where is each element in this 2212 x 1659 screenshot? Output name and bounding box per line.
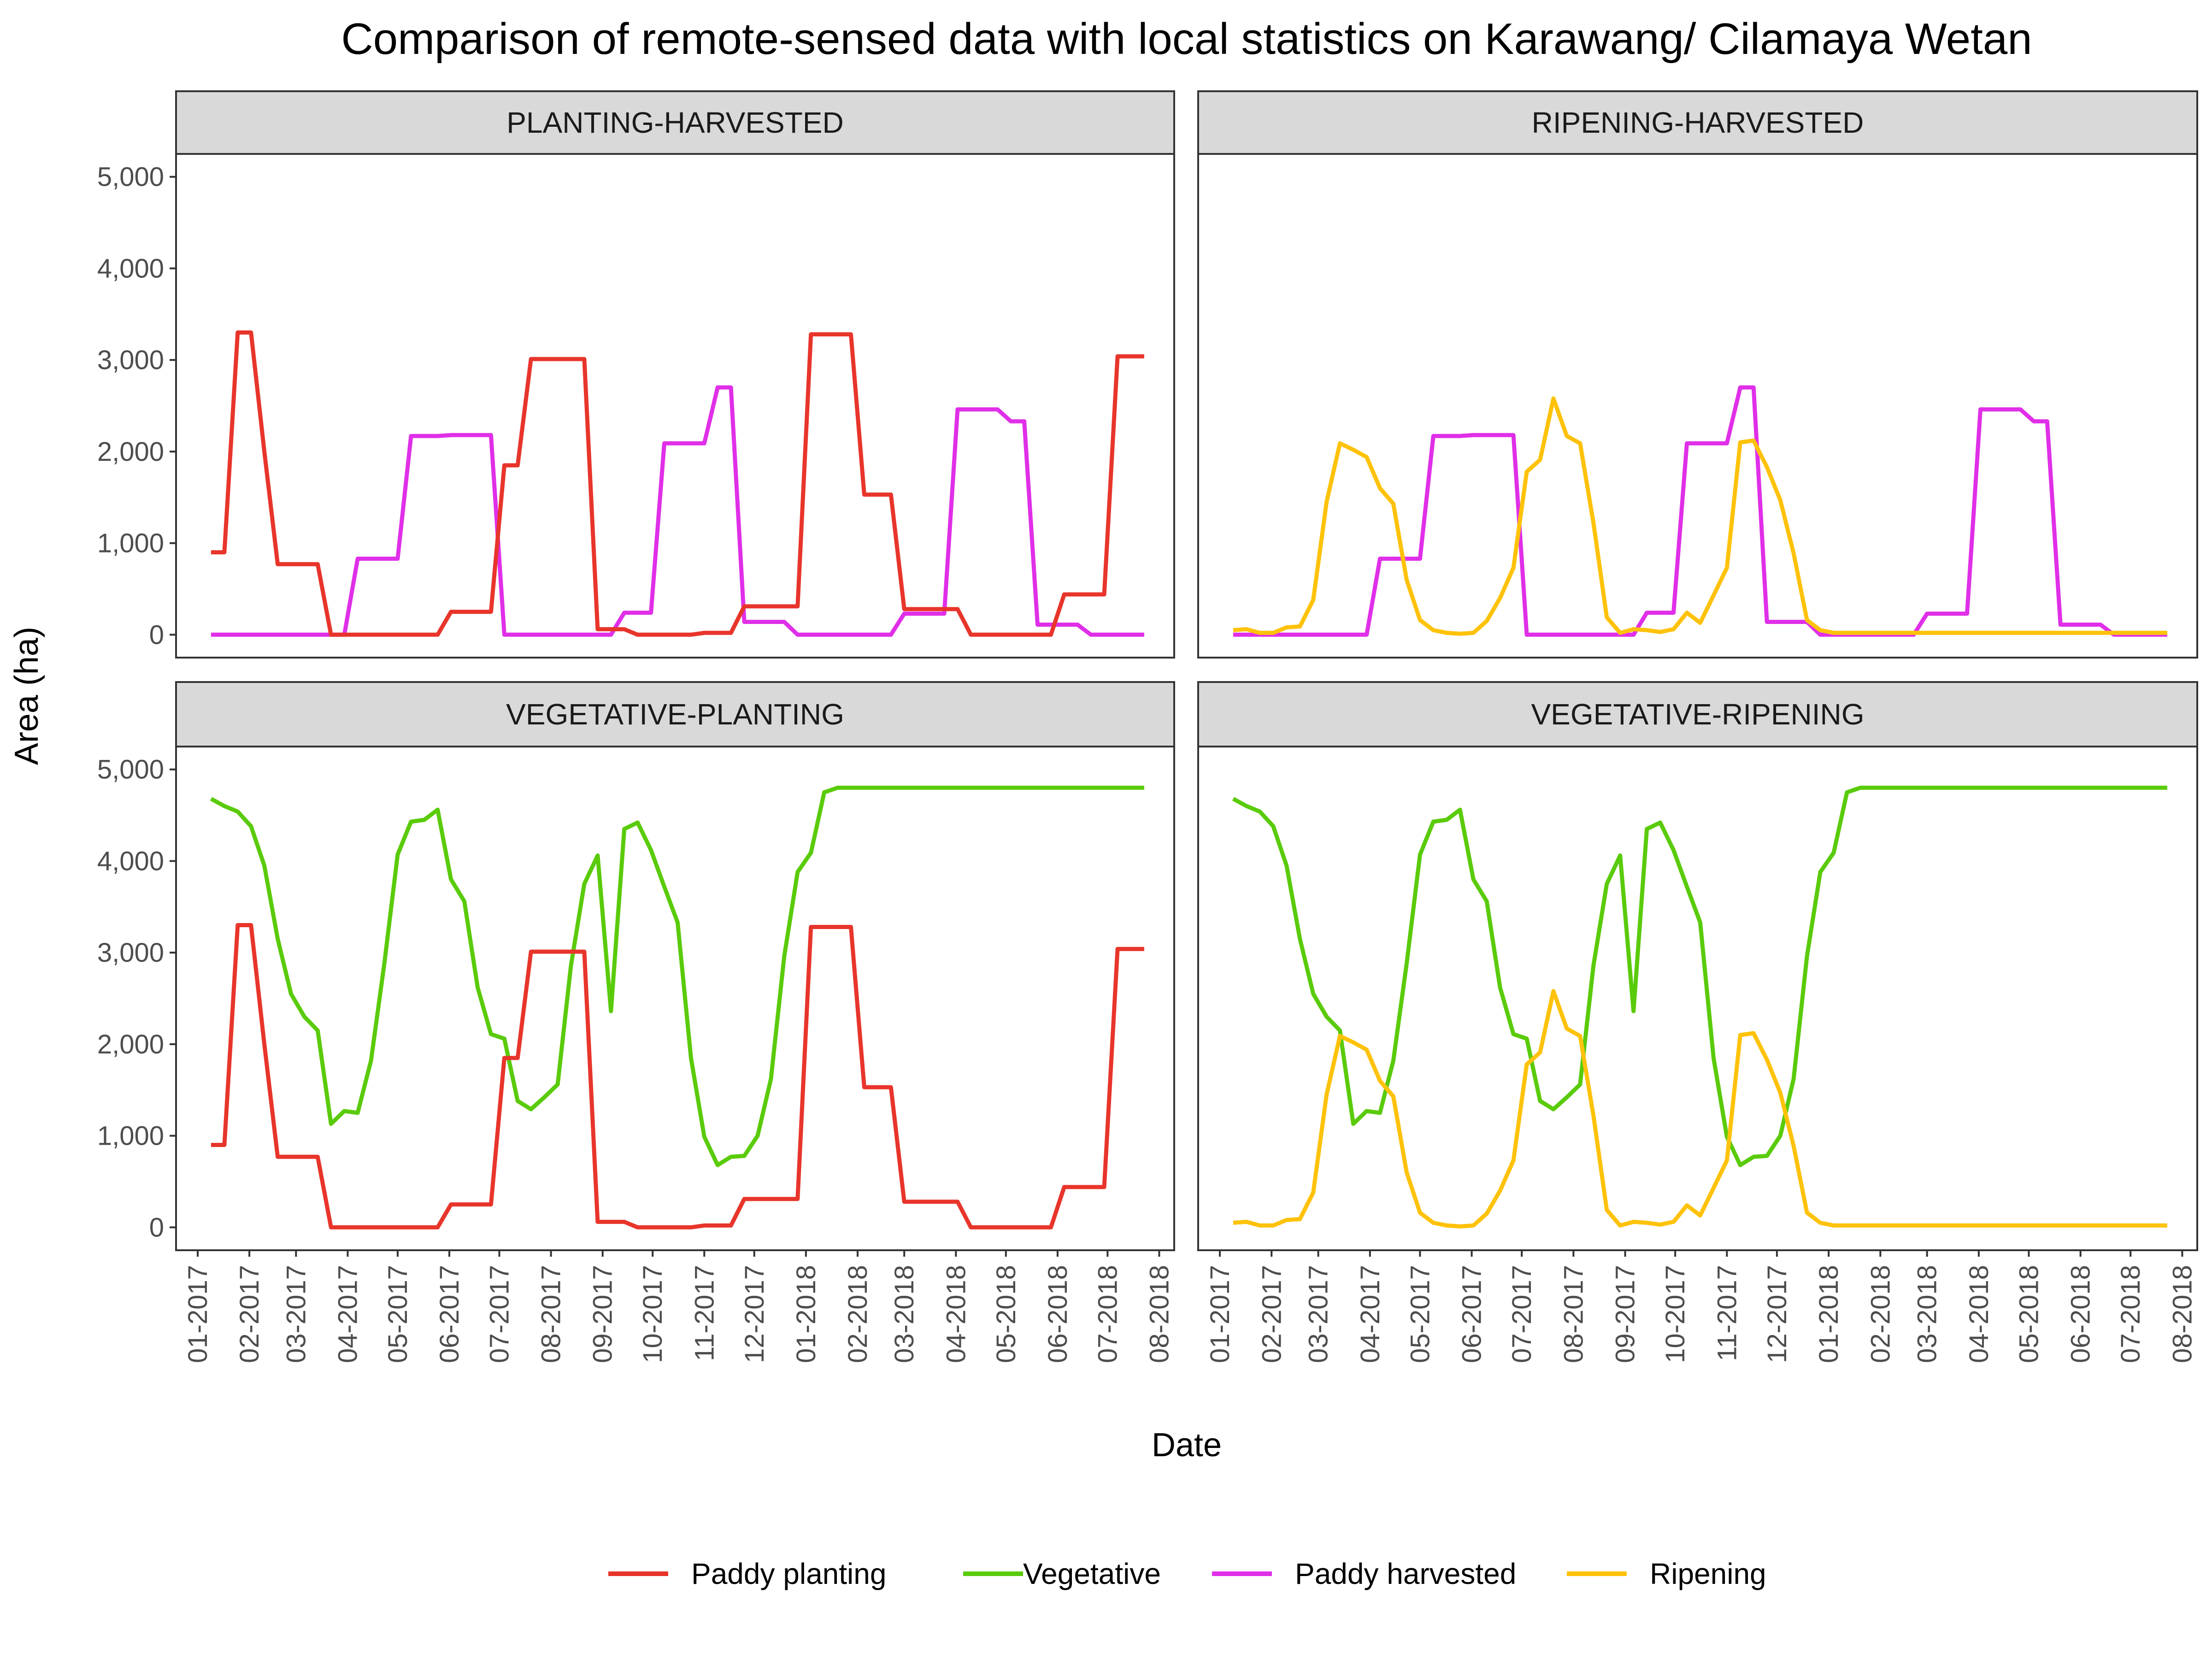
x-tick-label: 10-2017 [1660, 1265, 1690, 1363]
y-tick-label: 3,000 [97, 938, 164, 968]
x-tick-label: 08-2018 [1144, 1265, 1174, 1363]
x-tick-label: 08-2018 [2167, 1265, 2197, 1363]
x-tick-label: 01-2017 [183, 1265, 213, 1363]
x-tick-label: 12-2017 [1762, 1265, 1792, 1363]
legend-item: Paddy planting [608, 1557, 886, 1590]
facet-strip-label: VEGETATIVE-PLANTING [506, 698, 844, 731]
x-tick-label: 03-2017 [281, 1265, 311, 1363]
x-tick-label: 02-2017 [235, 1265, 265, 1363]
x-tick-label: 10-2017 [638, 1265, 668, 1363]
x-tick-label: 02-2018 [843, 1265, 873, 1363]
x-tick-label: 08-2017 [536, 1265, 566, 1363]
y-tick-label: 1,000 [97, 1121, 164, 1151]
legend-item: Ripening [1567, 1557, 1766, 1590]
facet-strip [175, 681, 1175, 747]
chart-title: Comparison of remote-sensed data with lo… [341, 14, 2032, 64]
facet-strip [175, 90, 1175, 155]
x-tick-label: 04-2017 [1355, 1265, 1385, 1363]
y-tick-label: 3,000 [97, 345, 164, 375]
facet-panels: PLANTING-HARVESTED 0 1,000 2,000 3,000 4,000 5… [97, 90, 2198, 1363]
legend: Paddy planting Vegetative Paddy harvested R… [608, 1557, 1766, 1590]
series-line-ripening [1233, 989, 2167, 1229]
panel-frame [1197, 746, 2198, 1251]
legend-item: Paddy harvested [1212, 1557, 1516, 1590]
x-axis-title: Date [1152, 1427, 1222, 1464]
panel-frame [1197, 153, 2198, 659]
x-tick-label: 09-2017 [588, 1265, 618, 1363]
x-tick-label: 04-2017 [333, 1265, 363, 1363]
y-axis-title: Area (ha) [8, 627, 45, 765]
x-tick-label: 08-2017 [1559, 1265, 1588, 1363]
x-tick-label: 04-2018 [941, 1265, 971, 1363]
panel-frame [175, 153, 1175, 659]
x-tick-label: 07-2018 [1093, 1265, 1123, 1363]
y-tick-label: 0 [149, 1212, 164, 1242]
series-line-ripening [1233, 396, 2167, 636]
x-tick-label: 01-2018 [791, 1265, 821, 1363]
facet-strip-label: RIPENING-HARVESTED [1532, 106, 1864, 139]
x-tick-label: 02-2017 [1257, 1265, 1287, 1363]
legend-label: Ripening [1650, 1557, 1766, 1590]
y-tick-label: 1,000 [97, 529, 164, 559]
legend-label: Paddy planting [691, 1557, 886, 1590]
x-tick-label: 02-2018 [1865, 1265, 1895, 1363]
x-tick-label: 09-2017 [1611, 1265, 1641, 1363]
x-tick-label: 06-2018 [1043, 1265, 1073, 1363]
x-tick-label: 06-2018 [2066, 1265, 2096, 1363]
facet-panel: RIPENING-HARVESTED [1197, 90, 2198, 659]
x-tick-label: 12-2017 [740, 1265, 770, 1363]
x-tick-label: 03-2018 [1912, 1265, 1942, 1363]
x-tick-label: 01-2017 [1205, 1265, 1235, 1363]
series-line-paddy-planting [211, 330, 1144, 637]
x-tick-label: 03-2018 [889, 1265, 919, 1363]
facet-strip [1197, 90, 2198, 155]
x-tick-label: 07-2017 [1507, 1265, 1537, 1363]
x-tick-label: 06-2017 [1457, 1265, 1487, 1363]
y-tick-label: 0 [149, 620, 164, 650]
x-tick-label: 05-2017 [1405, 1265, 1435, 1363]
x-tick-label: 03-2017 [1304, 1265, 1334, 1363]
panel-frame [175, 746, 1175, 1251]
series-line-vegetative [210, 785, 1144, 1167]
facet-panel: PLANTING-HARVESTED 0 1,000 2,000 3,000 4,000 5… [97, 90, 1175, 659]
series-line-paddy-harvested [1233, 385, 2167, 637]
series-line-paddy-planting [211, 923, 1144, 1230]
x-tick-label: 05-2018 [2014, 1265, 2044, 1363]
x-tick-label: 05-2018 [991, 1265, 1021, 1363]
x-tick-label: 01-2018 [1814, 1265, 1844, 1363]
x-tick-label: 04-2018 [1964, 1265, 1994, 1363]
x-tick-label: 07-2017 [485, 1265, 515, 1363]
y-tick-label: 2,000 [97, 1030, 164, 1059]
series-line-paddy-harvested [211, 385, 1144, 637]
y-tick-label: 5,000 [97, 162, 164, 192]
y-tick-label: 2,000 [97, 437, 164, 467]
legend-label: Paddy harvested [1295, 1557, 1516, 1590]
facet-strip-label: PLANTING-HARVESTED [506, 106, 843, 139]
facet-strip-label: VEGETATIVE-RIPENING [1531, 698, 1864, 731]
y-tick-label: 5,000 [97, 755, 164, 785]
x-tick-label: 11-2017 [689, 1265, 719, 1361]
y-tick-label: 4,000 [97, 846, 164, 876]
series-line-vegetative [1232, 785, 2167, 1167]
legend-label: Vegetative [1023, 1557, 1161, 1590]
legend-item: Vegetative [963, 1557, 1161, 1590]
x-tick-label: 06-2017 [435, 1265, 465, 1363]
x-tick-label: 05-2017 [383, 1265, 413, 1363]
facet-panel: VEGETATIVE-PLANTING 0 1,000 2,000 3,000 4,000… [97, 681, 1175, 1363]
x-tick-label: 11-2017 [1712, 1265, 1742, 1361]
y-tick-label: 4,000 [97, 253, 164, 283]
x-tick-label: 07-2018 [2116, 1265, 2146, 1363]
facet-panel: VEGETATIVE-RIPENING 01-2017 02-2017 03-2017… [1197, 681, 2198, 1363]
